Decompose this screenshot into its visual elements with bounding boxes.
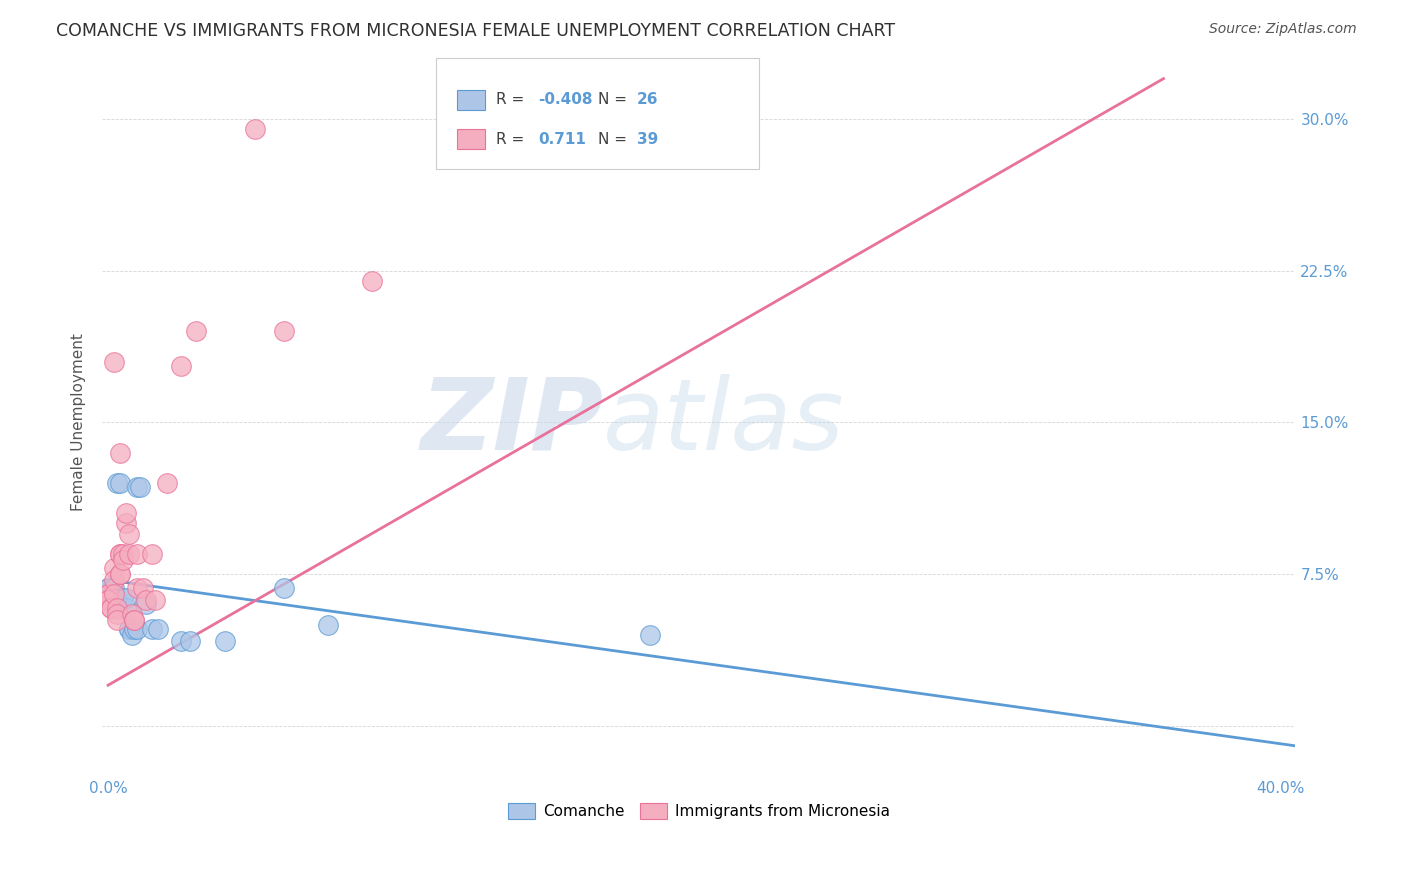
Point — [111, 591, 134, 606]
Point — [117, 622, 139, 636]
Point — [243, 122, 266, 136]
Point — [114, 591, 136, 606]
Point — [273, 324, 295, 338]
Point — [146, 622, 169, 636]
Point — [156, 475, 179, 490]
Point — [108, 445, 131, 459]
Point — [97, 593, 120, 607]
Point — [141, 622, 163, 636]
Point — [640, 627, 662, 641]
Legend: Comanche, Immigrants from Micronesia: Comanche, Immigrants from Micronesia — [502, 797, 896, 825]
Point — [100, 601, 122, 615]
Point — [129, 480, 152, 494]
Point — [361, 274, 384, 288]
Text: N =: N = — [598, 132, 631, 146]
Text: R =: R = — [496, 93, 530, 107]
Point — [143, 593, 166, 607]
Point — [214, 633, 236, 648]
Point — [114, 506, 136, 520]
Text: 26: 26 — [637, 93, 658, 107]
Text: R =: R = — [496, 132, 530, 146]
Point — [105, 607, 128, 622]
Text: ZIP: ZIP — [420, 374, 603, 471]
Point — [117, 547, 139, 561]
Point — [316, 617, 339, 632]
Point — [97, 593, 120, 607]
Point — [100, 601, 122, 615]
Point — [141, 547, 163, 561]
Point — [121, 607, 143, 622]
Point — [170, 633, 193, 648]
Point — [114, 516, 136, 531]
Point — [103, 587, 125, 601]
Point — [103, 561, 125, 575]
Point — [97, 581, 120, 595]
Text: 39: 39 — [637, 132, 658, 146]
Point — [105, 614, 128, 628]
Point — [108, 566, 131, 581]
Point — [124, 622, 146, 636]
Point — [108, 547, 131, 561]
Point — [97, 587, 120, 601]
Text: 0.711: 0.711 — [538, 132, 586, 146]
Point — [273, 581, 295, 595]
Point — [103, 573, 125, 587]
Point — [108, 475, 131, 490]
Text: -0.408: -0.408 — [538, 93, 593, 107]
Point — [111, 547, 134, 561]
Y-axis label: Female Unemployment: Female Unemployment — [72, 334, 86, 511]
Point — [117, 622, 139, 636]
Text: COMANCHE VS IMMIGRANTS FROM MICRONESIA FEMALE UNEMPLOYMENT CORRELATION CHART: COMANCHE VS IMMIGRANTS FROM MICRONESIA F… — [56, 22, 896, 40]
Point — [97, 587, 120, 601]
Point — [105, 601, 128, 615]
Point — [127, 581, 149, 595]
Point — [179, 633, 201, 648]
Point — [105, 591, 128, 606]
Point — [103, 581, 125, 595]
Point — [184, 324, 207, 338]
Point — [111, 553, 134, 567]
Point — [124, 614, 146, 628]
Point — [105, 475, 128, 490]
Point — [127, 547, 149, 561]
Point — [127, 622, 149, 636]
Point — [108, 566, 131, 581]
Point — [135, 597, 157, 611]
Point — [132, 581, 155, 595]
Point — [170, 359, 193, 373]
Point — [124, 614, 146, 628]
Point — [135, 593, 157, 607]
Text: Source: ZipAtlas.com: Source: ZipAtlas.com — [1209, 22, 1357, 37]
Point — [121, 627, 143, 641]
Text: atlas: atlas — [603, 374, 845, 471]
Point — [117, 526, 139, 541]
Point — [114, 601, 136, 615]
Point — [108, 547, 131, 561]
Point — [127, 480, 149, 494]
Point — [105, 601, 128, 615]
Text: N =: N = — [598, 93, 631, 107]
Point — [97, 581, 120, 595]
Point — [103, 354, 125, 368]
